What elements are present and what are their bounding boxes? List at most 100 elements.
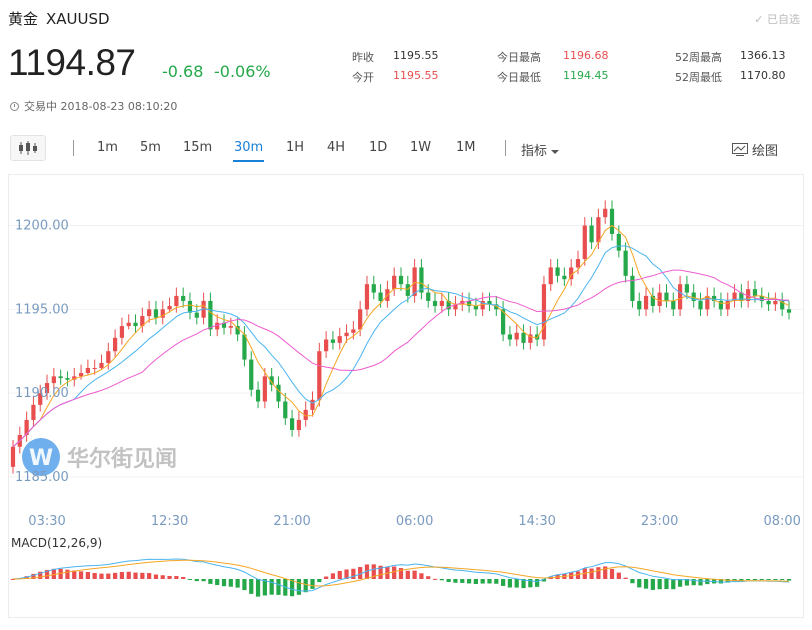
macd-bar <box>181 577 186 579</box>
macd-bar <box>575 571 581 579</box>
period-tab-1m[interactable]: 1m <box>97 140 118 155</box>
watermark-logo-letter: W <box>29 446 53 471</box>
candle <box>51 367 56 390</box>
period-tab-30m[interactable]: 30m <box>232 140 265 162</box>
indicator-dropdown[interactable]: 指标 <box>521 140 560 159</box>
macd-bar <box>201 579 206 582</box>
macd-bar <box>228 579 233 587</box>
macd-bar <box>51 568 56 579</box>
candle <box>412 259 417 303</box>
candlestick-chart[interactable]: W 华尔街见闻 1200.00 1195.00 1190.00 1185.00 03:… <box>9 175 803 617</box>
stat-day-high: 今日最高 <box>497 51 541 64</box>
candle <box>773 292 778 311</box>
macd-bar <box>174 576 179 579</box>
macd-bar <box>72 570 77 579</box>
macd-bar <box>78 571 84 579</box>
macd-bar <box>446 579 451 583</box>
period-tab-1h[interactable]: 1H <box>286 140 305 155</box>
macd-bar <box>643 579 649 589</box>
candle <box>684 275 690 300</box>
candle <box>364 275 370 317</box>
candle <box>119 317 125 345</box>
draw-button[interactable]: 绘图 <box>731 140 778 159</box>
period-tab-4h[interactable]: 4H <box>327 140 346 155</box>
candle <box>371 275 376 300</box>
candle <box>276 376 281 409</box>
macd-bar <box>473 579 478 584</box>
x-tick-label: 03:30 <box>28 514 65 529</box>
y-tick-label: 1200.00 <box>15 219 69 234</box>
candle <box>691 284 696 308</box>
macd-bar <box>133 572 138 579</box>
macd-bar <box>398 568 404 579</box>
candlestick-type-button[interactable] <box>10 135 46 161</box>
macd-bar <box>746 579 751 580</box>
macd-bar <box>609 568 615 579</box>
macd-bar <box>691 579 696 586</box>
x-tick-label: 14:30 <box>518 514 555 529</box>
stat-open: 今开 <box>352 71 374 84</box>
macd-bar <box>140 572 145 579</box>
candle <box>140 307 145 333</box>
candlestick-icon <box>19 141 37 155</box>
period-tab-1d[interactable]: 1D <box>369 140 388 155</box>
macd-bar <box>739 579 744 581</box>
macd-bar <box>38 571 43 579</box>
candle <box>208 292 213 337</box>
favorite-button[interactable]: ✓ 已自选 <box>754 11 800 27</box>
macd-bar <box>215 579 220 586</box>
candle <box>439 292 444 313</box>
candle <box>466 292 472 313</box>
toolbar-divider <box>505 140 506 156</box>
candle <box>187 292 193 320</box>
candle <box>85 359 90 375</box>
last-price: 1194.87 <box>8 42 136 83</box>
period-tab-1w[interactable]: 1W <box>410 140 432 155</box>
macd-bar <box>194 579 199 582</box>
candle <box>766 292 771 311</box>
macd-bar <box>405 570 410 579</box>
macd-bar <box>677 579 683 587</box>
macd-dea-line <box>12 559 790 587</box>
macd-bar <box>671 579 676 590</box>
macd-bar <box>630 579 635 584</box>
x-tick-label: 21:00 <box>273 514 310 529</box>
macd-bar <box>507 579 513 588</box>
candle <box>235 317 240 342</box>
candle <box>38 384 43 412</box>
ma5-line <box>12 224 790 448</box>
candle <box>174 287 179 313</box>
macd-bar <box>616 572 621 579</box>
stat-prev-close: 昨收 <box>352 51 374 64</box>
macd-bar <box>187 579 193 580</box>
macd-bar <box>514 579 519 588</box>
candle-series <box>10 200 792 474</box>
candle <box>24 411 29 442</box>
period-tab-15m[interactable]: 15m <box>183 140 213 155</box>
period-tab-1mo[interactable]: 1M <box>456 140 476 155</box>
candle <box>718 292 724 317</box>
macd-bar <box>453 579 458 583</box>
macd-bar <box>460 579 465 583</box>
draw-chart-icon <box>731 143 748 156</box>
macd-bar <box>44 569 50 579</box>
macd-bar <box>439 579 444 581</box>
candle <box>623 242 628 283</box>
candle <box>317 342 322 407</box>
macd-bar <box>419 573 424 579</box>
period-tab-5m[interactable]: 5m <box>140 140 161 155</box>
candle <box>643 287 649 317</box>
y-axis-labels: 1200.00 1195.00 1190.00 1185.00 <box>15 219 69 485</box>
candle <box>664 284 669 308</box>
macd-bar <box>10 579 16 580</box>
macd-bar <box>412 570 417 579</box>
macd-bar <box>208 579 213 584</box>
stat-day-low: 今日最低 <box>497 71 541 84</box>
macd-bar <box>330 573 336 579</box>
candle <box>181 287 186 308</box>
macd-bar <box>249 579 254 594</box>
stat-52w-high-value: 1366.13 <box>740 49 786 62</box>
macd-bar <box>378 565 383 579</box>
candle <box>759 287 764 308</box>
macd-bar <box>337 570 342 579</box>
